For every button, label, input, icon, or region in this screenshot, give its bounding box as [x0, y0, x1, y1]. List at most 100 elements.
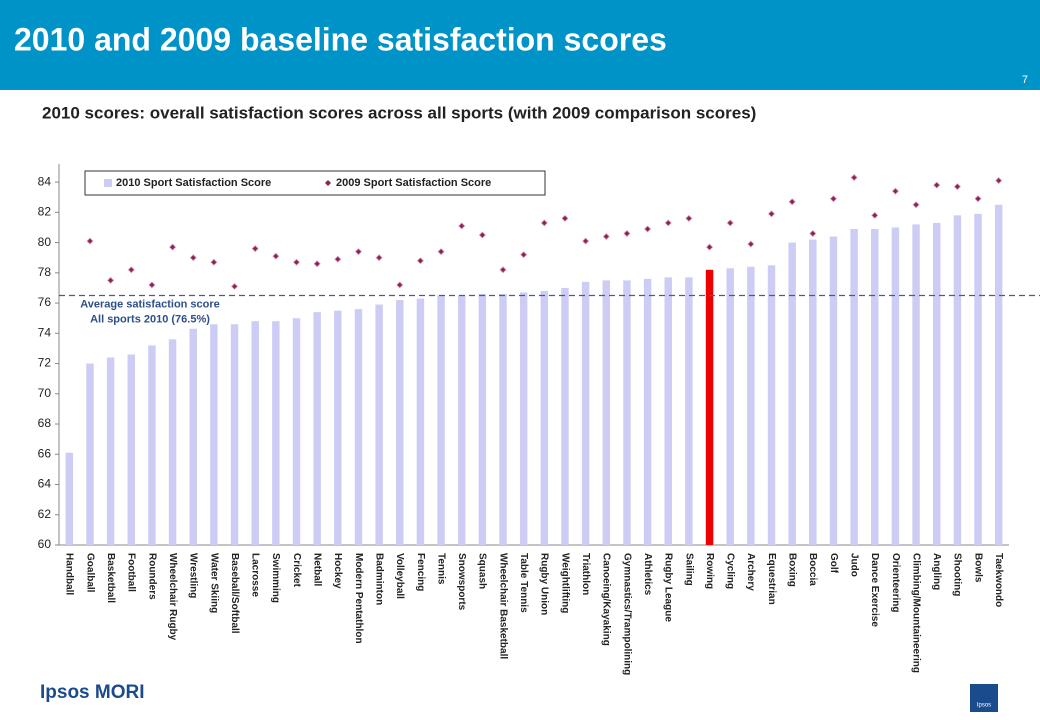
dot	[169, 243, 177, 251]
bar	[313, 312, 321, 545]
slide-title: 2010 and 2009 baseline satisfaction scor…	[14, 21, 667, 57]
logo: Ipsos MORI	[40, 682, 145, 703]
legend-label: 2010 Sport Satisfaction Score	[116, 177, 271, 189]
x-tick-label: Dance Exercise	[869, 553, 880, 627]
bar	[292, 318, 301, 545]
bar	[334, 310, 342, 545]
x-tick-label: Orienteering	[890, 553, 901, 612]
bar	[788, 242, 796, 546]
x-tick-label: Basketball	[105, 553, 116, 603]
dot	[251, 245, 259, 253]
x-tick-label: Judo	[848, 553, 859, 577]
x-tick-label: Tennis	[435, 553, 446, 585]
bar	[850, 228, 858, 545]
dot	[953, 183, 961, 191]
reference-label: Average satisfaction score	[80, 298, 220, 310]
x-tick-label: Swimming	[270, 553, 281, 603]
y-tick-label: 78	[38, 265, 52, 279]
x-tick-label: Squash	[477, 553, 488, 589]
dot	[86, 237, 94, 245]
dot	[520, 251, 528, 259]
x-tick-label: Cycling	[725, 553, 736, 589]
chart-title: 2010 scores: overall satisfaction scores…	[42, 103, 756, 122]
dot	[974, 195, 982, 203]
y-tick-label: 68	[38, 416, 52, 430]
y-tick-label: 80	[38, 235, 52, 249]
bar	[891, 227, 900, 546]
x-tick-label: Weightlifting	[559, 553, 570, 613]
dot	[767, 210, 776, 218]
bar	[354, 309, 363, 545]
dot	[272, 252, 280, 260]
x-tick-label: Climbing/Mountaineering	[910, 553, 921, 673]
dot	[437, 248, 445, 256]
dot	[458, 222, 466, 230]
y-tick-label: 84	[38, 174, 52, 188]
bar	[272, 321, 280, 545]
dot	[540, 219, 548, 227]
y-tick-label: 70	[38, 386, 52, 400]
bar	[561, 287, 569, 545]
page-number: 7	[1022, 74, 1028, 86]
bar	[499, 293, 507, 545]
legend-swatch	[325, 180, 331, 186]
bar	[994, 204, 1003, 545]
bar	[685, 277, 693, 545]
dot	[107, 276, 115, 284]
x-tick-label: Badminton	[373, 553, 384, 605]
dot	[396, 281, 404, 289]
bar	[809, 239, 817, 545]
bar	[375, 304, 383, 545]
dot	[933, 181, 941, 189]
bar	[65, 452, 74, 545]
bar	[127, 354, 135, 545]
badge-text: Ipsos	[977, 703, 991, 709]
bar	[747, 266, 755, 545]
x-tick-label: Gymnastics/Trampolining	[621, 553, 632, 675]
bar	[519, 292, 528, 545]
dot	[809, 229, 817, 238]
bar	[86, 363, 94, 545]
bar	[871, 228, 879, 545]
plot: 60 62 64 66 68 70 72 74 76 78 80 82 84 Handball Goalba…	[38, 164, 1040, 675]
dot	[602, 232, 610, 241]
x-tick-label: Netball	[312, 553, 323, 587]
bar	[396, 300, 404, 545]
bar	[643, 278, 652, 545]
bar	[478, 293, 487, 545]
legend-label: 2009 Sport Satisfaction Score	[336, 177, 491, 189]
y-tick-label: 62	[38, 507, 52, 521]
y-tick-label: 60	[38, 537, 52, 551]
x-tick-label: Boxing	[787, 553, 798, 587]
bar	[416, 298, 425, 545]
dot	[829, 195, 838, 203]
y-tick-label: 72	[38, 356, 52, 370]
dot	[292, 258, 301, 266]
bar	[458, 295, 466, 545]
dot	[499, 266, 507, 274]
dot	[478, 231, 486, 239]
dot	[644, 225, 652, 233]
dot	[210, 258, 218, 266]
y-tick-label: 66	[38, 446, 52, 460]
bar	[664, 277, 672, 545]
bar	[726, 268, 734, 545]
dot	[685, 214, 693, 222]
x-tick-label: Cricket	[291, 553, 302, 588]
bar	[540, 290, 549, 545]
x-tick-label: Sailing	[683, 553, 694, 586]
bar	[974, 213, 982, 545]
bar	[705, 269, 714, 545]
dot	[726, 219, 734, 227]
x-tick-label: Table Tennis	[518, 553, 529, 613]
bar	[623, 280, 631, 545]
dot	[127, 266, 135, 274]
bar	[912, 224, 920, 545]
dot	[354, 248, 363, 256]
x-tick-label: Taekwondo	[993, 553, 1004, 607]
bar	[581, 281, 590, 545]
x-tick-label: Canoeing/Kayaking	[601, 553, 612, 646]
dot	[871, 211, 879, 219]
y-tick-label: 74	[38, 325, 52, 339]
